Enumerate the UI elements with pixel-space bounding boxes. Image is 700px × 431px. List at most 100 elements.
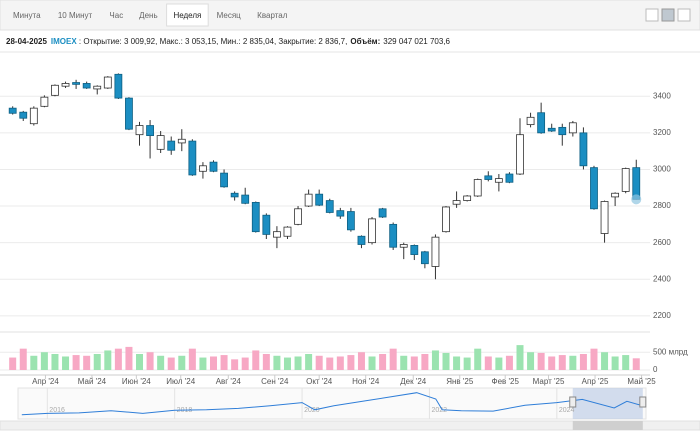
tab[interactable]: Минута [13,11,41,20]
candle-body [241,194,250,204]
volume-bar [347,355,355,370]
candle-body [389,223,398,248]
navigator-handle[interactable] [569,396,577,408]
candle-body [494,178,503,183]
x-tick-label: Окт '24 [306,377,333,386]
volume-bar [305,354,313,370]
x-tick-label: Авг '24 [216,377,242,386]
volume-bar [231,359,239,370]
navigator-tick-label: 2016 [49,407,65,414]
ticker: IMOEX [51,37,77,46]
volume-value: 329 047 021 703,6 [383,37,450,46]
y-tick-label: 2800 [653,201,671,210]
navigator-tick-label: 2024 [559,407,575,414]
x-tick-label: Апр '24 [32,377,59,386]
scrollbar [0,420,700,431]
navigator-range[interactable] [572,388,643,419]
volume-bar [558,355,566,370]
tab-active[interactable] [166,3,209,27]
volume-bar [273,355,281,370]
candle-body [167,140,176,151]
volume-bar [463,357,471,370]
candle-body [251,201,260,233]
volume-bar [188,348,196,370]
tab[interactable]: Квартал [257,11,288,20]
x-tick-label: Дек '24 [400,377,427,386]
volume-bar [30,355,38,370]
y-tick-label: 3200 [653,128,671,137]
tab[interactable]: 10 Минут [58,11,93,20]
candle-body [294,208,302,225]
date: 28-04-2025 [6,37,47,46]
candle-body [516,134,524,175]
tab[interactable]: Час [109,11,123,20]
volume-bar [262,354,270,370]
volume-bar [62,356,70,370]
navigator-handle[interactable] [639,396,647,408]
candle-body [452,200,461,205]
volume-bar [505,355,513,370]
candle-body [590,167,598,210]
candle-body [8,107,17,114]
volume-bar [294,356,302,370]
line-icon[interactable] [645,8,659,22]
candle-body [547,127,556,132]
candle-body [103,76,112,89]
candle-body [72,82,80,85]
volume-bar [283,357,291,370]
last-point-marker [631,194,642,205]
volume-bar [315,355,323,370]
volume-bar [93,354,101,370]
volume-bar [389,348,397,370]
x-tick-label: Фев '25 [491,377,519,386]
volume-bar [548,356,556,370]
volume-bar [622,355,630,370]
candle-body [51,84,59,96]
candle-body [410,244,419,255]
volume-bar [167,357,175,370]
volume-bar [104,350,112,370]
volume-bar [326,357,334,370]
scrollbar-thumb[interactable] [572,421,643,430]
volume-bar [146,352,154,370]
candle-body [114,73,123,99]
quote: : Открытие: 3 009,92, Макс.: 3 053,15, М… [77,37,348,46]
y-tick-label: 3400 [653,91,671,100]
volume-bar [379,354,387,370]
navigator-tick-label: 2020 [304,407,320,414]
volume-label: Объём: [350,37,380,46]
tab[interactable]: День [139,11,157,20]
x-tick-label: Ноя '24 [352,377,380,386]
info-line: 28-04-2025 IMOEX : Открытие: 3 009,92, Ма… [6,37,451,46]
candle-body [283,226,292,237]
volume-bar [590,348,598,370]
tab[interactable]: Неделя [173,11,201,20]
candle-body [199,165,207,172]
volume-bar [178,355,186,370]
candle-body [463,195,472,201]
tab[interactable]: Месяц [217,11,242,20]
volume-bar [51,354,59,370]
volume-bar [336,356,344,370]
candle-body [188,140,197,176]
navigator-line [21,392,640,416]
volume-bar [368,356,376,370]
volume-bar [209,356,217,370]
x-tick-label: Июл '24 [166,377,195,386]
volume-bar [516,345,524,370]
candle-body [220,172,228,188]
candle-body [368,218,376,244]
candle-icon[interactable] [661,8,675,22]
candle-body [61,83,70,87]
bar-icon[interactable] [677,8,691,22]
volume-bar [442,352,450,370]
candle-body [273,231,281,238]
candle-body [431,236,440,267]
volume-bar [19,348,27,370]
candle-body [346,211,355,231]
candle-body [621,168,630,192]
volume-tick-label: 500 млрд [653,347,688,356]
candle-body [209,161,218,172]
candle-body [262,214,271,235]
volume-bar [241,357,249,370]
